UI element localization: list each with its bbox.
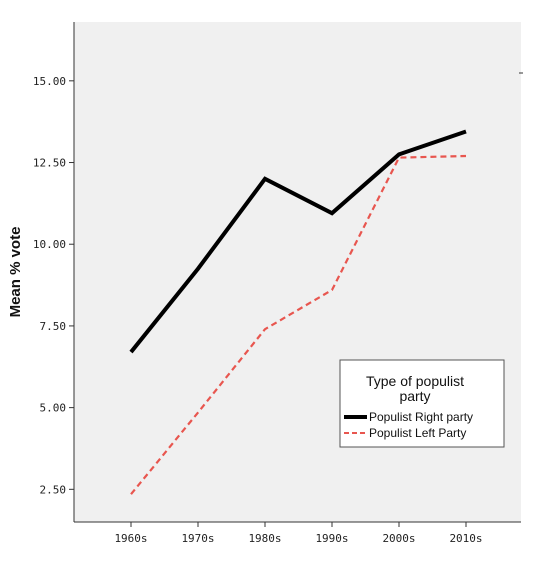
- legend: Type of populist party Populist Right pa…: [339, 359, 505, 448]
- y-axis-label: Mean % vote: [7, 227, 24, 318]
- legend-label-right: Populist Right party: [369, 410, 473, 424]
- y-ticks: 2.50 5.00 7.50 10.00 12.50 15.00: [33, 75, 74, 496]
- legend-title-line-2: party: [399, 388, 430, 404]
- y-tick-label: 2.50: [40, 483, 67, 496]
- x-tick-label: 2000s: [382, 532, 415, 545]
- x-ticks: 1960s 1970s 1980s 1990s 2000s 2010s: [114, 522, 483, 545]
- legend-label-left: Populist Left Party: [369, 426, 466, 440]
- x-tick-label: 1960s: [114, 532, 147, 545]
- x-tick-label: 1970s: [181, 532, 214, 545]
- legend-title-line-1: Type of populist: [366, 373, 464, 389]
- x-tick-label: 2010s: [449, 532, 482, 545]
- x-tick-label: 1980s: [248, 532, 281, 545]
- x-tick-label: 1990s: [315, 532, 348, 545]
- series-line-populist-right: [129, 129, 467, 354]
- series-layer: [129, 129, 467, 495]
- y-tick-label: 10.00: [33, 238, 66, 251]
- y-tick-label: 7.50: [40, 320, 67, 333]
- y-tick-label: 15.00: [33, 75, 66, 88]
- legend-box: [339, 359, 505, 448]
- y-tick-label: 5.00: [40, 402, 67, 415]
- series-line-populist-left: [130, 154, 467, 495]
- y-tick-label: 12.50: [33, 157, 66, 170]
